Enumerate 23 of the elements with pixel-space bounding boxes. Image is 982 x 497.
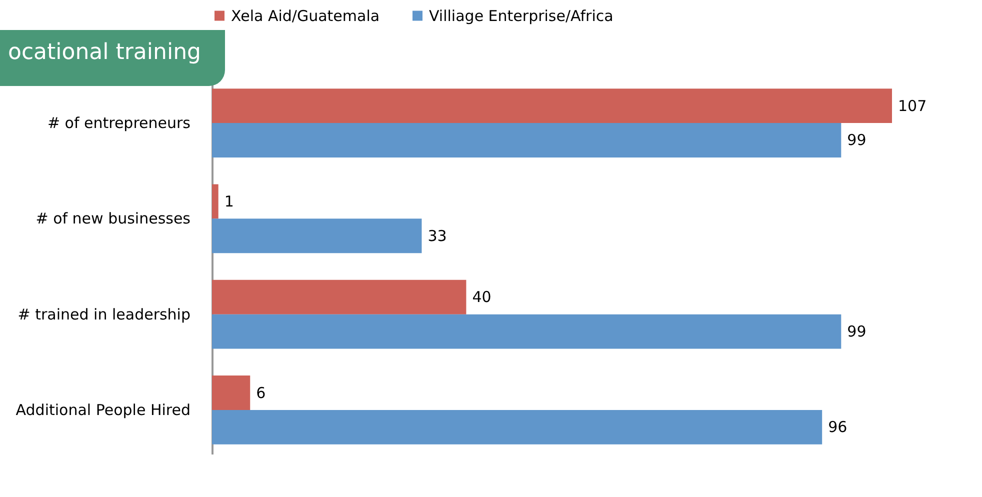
data-label: 107	[898, 96, 927, 115]
data-label: 99	[847, 131, 866, 150]
data-label: 40	[472, 288, 492, 306]
bar	[212, 280, 466, 314]
y-tick-label: Additional People Hired	[16, 400, 190, 419]
bar	[212, 123, 842, 158]
bar	[212, 218, 422, 254]
legend-label: Xela Aid/Guatemala	[231, 6, 380, 25]
data-label: 1	[224, 192, 234, 210]
bar	[212, 376, 250, 410]
data-label: 99	[847, 322, 866, 341]
data-label: 96	[828, 418, 848, 436]
bar	[212, 410, 822, 444]
data-label: 6	[256, 384, 266, 402]
bar	[212, 88, 892, 124]
chart-title: ocational training	[0, 30, 225, 86]
bar	[212, 314, 842, 349]
y-tick-label: # of entrepreneurs	[47, 114, 191, 132]
y-tick-label: # trained in leadership	[18, 305, 190, 324]
legend-label: Villiage Enterprise/Africa	[429, 6, 614, 25]
y-tick-label: # of new businesses	[36, 210, 191, 228]
bar	[212, 184, 218, 219]
data-label: 33	[428, 226, 447, 245]
